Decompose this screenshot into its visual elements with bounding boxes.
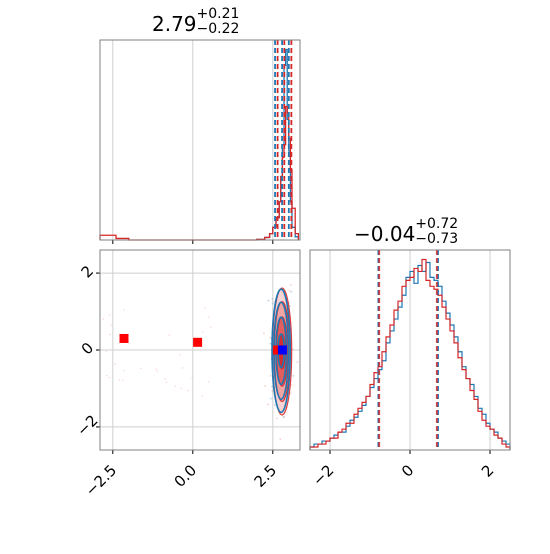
marginal-2-title-upper: +0.72	[415, 216, 459, 232]
joint-sample-point	[264, 384, 266, 387]
joint-sample-point	[174, 385, 177, 387]
joint-sample-point	[269, 375, 272, 377]
marginal-2-panel: −2 0 2	[309, 249, 511, 490]
joint-y-tick-label: −2	[73, 411, 101, 439]
joint-sample-point	[105, 350, 107, 353]
joint-sample-point	[269, 342, 272, 345]
joint-marker	[273, 345, 283, 355]
joint-sample-point	[110, 324, 113, 326]
joint-sample-point	[271, 297, 274, 300]
marginal-1-title-upper: +0.21	[196, 6, 240, 22]
joint-sample-point	[267, 403, 270, 406]
joint-sample-point	[114, 363, 117, 365]
joint-sample-point	[165, 381, 168, 384]
marginal-1-title-value: 2.79	[152, 12, 197, 36]
joint-x-tick-label: 2.5	[251, 461, 281, 491]
marginal-1-frame	[99, 39, 301, 241]
joint-sample-point	[105, 374, 108, 377]
joint-panel: −2.5 0.0 2.5 −2 0 2	[73, 249, 301, 500]
joint-frame	[99, 249, 301, 451]
joint-sample-point	[180, 387, 182, 390]
joint-x-tick-label: 0.0	[171, 461, 201, 491]
joint-sample-point	[276, 417, 278, 420]
joint-sample-point	[207, 316, 210, 319]
marginal-1-title-lower: −0.22	[196, 21, 240, 37]
joint-sample-point	[271, 385, 274, 388]
joint-sample-point	[191, 377, 193, 380]
joint-sample-point	[122, 309, 125, 311]
joint-sample-point	[155, 368, 158, 370]
marginal-2-frame	[309, 249, 511, 451]
joint-sample-point	[209, 326, 212, 329]
joint-marker	[119, 333, 129, 343]
marginal-2-histogram-series-2	[309, 258, 511, 450]
marginal-2-title-value: −0.04	[354, 222, 416, 246]
marginal-1-panel	[99, 39, 301, 244]
joint-sample-point	[108, 376, 111, 379]
joint-sample-point	[289, 392, 292, 395]
joint-sample-point	[201, 395, 204, 397]
joint-contour-blue	[271, 288, 292, 414]
joint-sample-point	[283, 415, 285, 418]
marginal-2-x-tick-label: 2	[478, 461, 497, 480]
joint-sample-point	[290, 290, 293, 293]
joint-sample-point	[102, 318, 105, 320]
joint-sample-point	[290, 384, 293, 386]
joint-sample-point	[271, 390, 274, 392]
joint-sample-point	[108, 314, 111, 316]
marginal-1-title: 2.79 +0.21 −0.22	[152, 6, 239, 37]
joint-sample-point	[269, 397, 272, 400]
joint-sample-point	[207, 380, 210, 383]
joint-sample-point	[204, 307, 206, 309]
marginal-1-background	[100, 40, 300, 240]
marginal-2-x-tick-label: −2	[309, 461, 337, 489]
joint-sample-point	[279, 438, 282, 441]
joint-sample-point	[262, 332, 265, 335]
joint-sample-point	[118, 378, 121, 381]
joint-sample-point	[273, 404, 276, 406]
joint-sample-point	[272, 300, 275, 303]
marginal-2-x-tick-label: 0	[398, 461, 417, 480]
marginal-2-title: −0.04 +0.72 −0.73	[354, 216, 458, 247]
marginal-2-title-lower: −0.73	[415, 231, 459, 247]
joint-sample-point	[201, 331, 204, 333]
joint-sample-point	[179, 354, 181, 356]
joint-sample-point	[139, 367, 142, 370]
joint-x-tick-label: −2.5	[82, 461, 120, 499]
joint-sample-point	[271, 303, 274, 305]
joint-sample-point	[267, 299, 270, 302]
joint-sample-point	[168, 334, 170, 337]
joint-sample-point	[269, 336, 272, 339]
joint-content	[102, 283, 299, 441]
joint-sample-point	[291, 348, 294, 351]
joint-sample-point	[164, 378, 166, 380]
joint-marker	[193, 337, 203, 347]
joint-sample-point	[122, 379, 124, 382]
joint-sample-point	[187, 389, 189, 392]
joint-sample-point	[156, 370, 158, 373]
joint-sample-point	[289, 283, 292, 286]
joint-sample-point	[296, 361, 299, 363]
joint-sample-point	[292, 374, 295, 377]
joint-sample-point	[288, 304, 291, 307]
joint-sample-point	[109, 333, 112, 336]
joint-sample-point	[181, 367, 184, 369]
joint-y-tick-label: 2	[78, 262, 97, 281]
joint-marker	[277, 345, 287, 355]
joint-sample-point	[288, 289, 291, 292]
joint-y-tick-label: 0	[78, 339, 97, 358]
joint-sample-point	[123, 369, 125, 372]
